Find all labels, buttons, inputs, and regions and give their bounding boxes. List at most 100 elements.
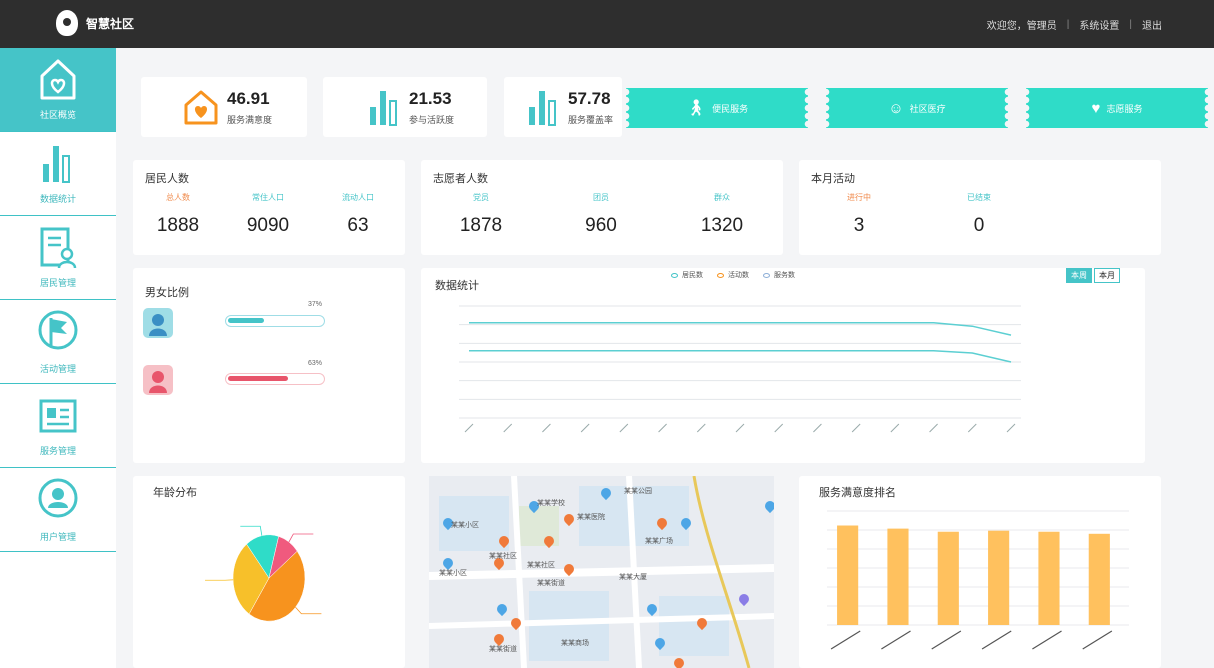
metric-total: 总人数 1888 — [133, 192, 223, 237]
house-heart-icon — [40, 59, 76, 100]
panel-title: 数据统计 — [435, 280, 479, 292]
x-tick — [503, 423, 513, 433]
stat-card-activity: 21.53 参与活跃度 — [323, 77, 487, 137]
tab-week[interactable]: 本周 — [1066, 268, 1092, 283]
ticket-button-convenience[interactable]: 🚶︎ 便民服务 — [626, 88, 808, 128]
map-background — [429, 476, 774, 668]
panel-title: 本月活动 — [811, 173, 855, 185]
pie-slice[interactable] — [232, 543, 270, 615]
metric-value: 63 — [347, 215, 369, 236]
bar[interactable] — [1088, 533, 1110, 625]
ticket-button-medical[interactable]: ☺ 社区医疗 — [826, 88, 1008, 128]
ticket-label: 便民服务 — [712, 103, 749, 114]
map-label: 某某商场 — [561, 640, 589, 647]
pie-slice[interactable] — [268, 536, 298, 579]
chart-legend: 居民数 活动数 服务数 — [671, 270, 795, 280]
bar[interactable] — [988, 530, 1010, 625]
sidebar-item-services[interactable]: 服务管理 — [0, 384, 116, 468]
x-tick — [774, 423, 784, 433]
metric-permanent: 常住人口 9090 — [223, 192, 313, 237]
ticket-label: 志愿服务 — [1106, 103, 1143, 114]
metric-label: 常住人口 — [252, 193, 284, 202]
trend-panel: 数据统计 居民数 活动数 服务数 本周 本月 — [421, 268, 1145, 463]
sidebar: 社区概览 数据统计 居民管理 活动管理 — [0, 48, 116, 668]
settings-link[interactable]: 系统设置 — [1079, 21, 1120, 32]
panel-title: 服务满意度排名 — [819, 487, 896, 499]
bar[interactable] — [837, 525, 859, 625]
ranking-panel: 服务满意度排名 — [799, 476, 1161, 668]
tab-month[interactable]: 本月 — [1094, 268, 1120, 283]
sidebar-item-statistics[interactable]: 数据统计 — [0, 132, 116, 216]
metric-label: 党员 — [473, 193, 489, 202]
panel-title: 志愿者人数 — [433, 173, 488, 185]
map-label: 某某大厦 — [619, 574, 647, 581]
logo-mark-icon — [56, 10, 78, 36]
stat-value: 57.78 — [568, 88, 611, 108]
x-tick-label — [830, 630, 861, 650]
stat-label: 服务满意度 — [227, 114, 273, 125]
bar-chart-icon — [43, 146, 70, 183]
metric-value: 3 — [853, 215, 865, 236]
legend-label: 活动数 — [728, 272, 749, 279]
x-tick — [735, 423, 745, 433]
community-map[interactable]: 某某小区 某某社区 某某学校 某某医院 某某公园 某某广场 某某街道 某某大厦 某某商场 某某社区… — [429, 476, 774, 668]
metric-party-members: 党员 1878 — [436, 192, 526, 237]
welcome-link[interactable]: 欢迎您，管理员 — [986, 21, 1057, 32]
top-bar: 智慧社区 欢迎您，管理员 | 系统设置 | 退出 — [0, 0, 1214, 48]
ticket-label: 社区医疗 — [909, 103, 946, 114]
bar[interactable] — [937, 531, 959, 625]
stat-label: 服务覆盖率 — [568, 114, 614, 125]
sidebar-item-activities[interactable]: 活动管理 — [0, 300, 116, 384]
sidebar-item-overview[interactable]: 社区概览 — [0, 48, 116, 132]
flag-icon — [38, 310, 78, 350]
x-tick — [464, 423, 474, 433]
legend-item[interactable]: 服务数 — [763, 270, 795, 280]
legend-label: 服务数 — [774, 272, 795, 279]
x-tick-label — [1032, 630, 1062, 650]
male-ratio-value: 37% — [308, 301, 323, 308]
x-tick — [967, 423, 977, 433]
app-logo[interactable]: 智慧社区 — [56, 10, 134, 36]
bar[interactable] — [887, 528, 909, 625]
metric-floating: 流动人口 63 — [313, 192, 403, 237]
id-card-icon — [39, 399, 77, 433]
bar-chart-icon — [370, 91, 397, 126]
house-heart-icon — [184, 90, 218, 125]
age-panel: 年龄分布 — [133, 476, 405, 668]
pie-leader-line — [295, 606, 322, 615]
x-tick — [580, 423, 590, 433]
sidebar-item-label: 居民管理 — [39, 278, 76, 288]
sidebar-item-users[interactable]: 用户管理 — [0, 468, 116, 552]
logout-link[interactable]: 退出 — [1142, 21, 1162, 32]
female-ratio-bar — [225, 373, 325, 385]
pie-chart — [205, 525, 322, 622]
gender-panel: 男女比例 37% 63% — [133, 268, 405, 463]
app-name: 智慧社区 — [86, 16, 135, 31]
x-tick — [658, 423, 667, 433]
sidebar-item-residents[interactable]: 居民管理 — [0, 216, 116, 300]
map-label: 某某街道 — [537, 580, 565, 587]
bar-chart — [827, 510, 1129, 650]
map-label: 某某公园 — [624, 488, 652, 495]
ticket-button-volunteer[interactable]: ♥ 志愿服务 — [1026, 88, 1208, 128]
map-label: 某某广场 — [645, 538, 673, 545]
range-tabs: 本周 本月 — [1066, 268, 1120, 283]
female-ratio-fill — [228, 376, 289, 381]
metric-label: 总人数 — [166, 193, 190, 202]
x-tick — [813, 423, 822, 433]
female-ratio-value: 63% — [308, 360, 323, 367]
pie-slice[interactable] — [248, 550, 306, 622]
legend-item[interactable]: 居民数 — [671, 270, 703, 280]
bar[interactable] — [1038, 531, 1060, 625]
metric-label: 已结束 — [967, 193, 991, 202]
panel-title: 居民人数 — [145, 173, 189, 185]
x-tick — [1006, 423, 1016, 433]
sidebar-item-label: 服务管理 — [39, 446, 76, 456]
top-links: 欢迎您，管理员 | 系统设置 | 退出 — [986, 19, 1162, 32]
legend-item[interactable]: 活动数 — [717, 270, 749, 280]
bar-chart-icon — [529, 91, 556, 126]
map-label: 某某医院 — [577, 514, 605, 521]
stat-card-coverage: 57.78 服务覆盖率 — [504, 77, 622, 137]
metric-label: 进行中 — [847, 193, 871, 202]
series-line — [469, 322, 1012, 336]
